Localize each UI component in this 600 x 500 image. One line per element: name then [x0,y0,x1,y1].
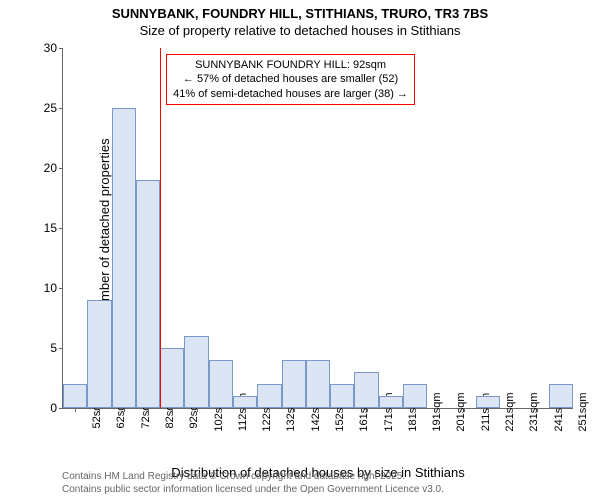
x-tick-label: 251sqm [561,392,589,431]
y-tick-mark [59,48,63,49]
histogram-bar [87,300,111,408]
chart-title: SUNNYBANK, FOUNDRY HILL, STITHIANS, TRUR… [0,0,600,23]
y-tick-mark [59,288,63,289]
y-tick-mark [59,228,63,229]
annotation-line: SUNNYBANK FOUNDRY HILL: 92sqm [173,58,408,72]
y-tick-mark [59,168,63,169]
y-tick-label: 30 [44,41,57,55]
y-tick-mark [59,408,63,409]
reference-line [160,48,161,408]
footer-line2: Contains public sector information licen… [62,483,444,496]
y-axis-label: Number of detached properties [97,138,112,317]
y-tick-label: 0 [50,401,57,415]
y-tick-label: 10 [44,281,57,295]
y-tick-mark [59,348,63,349]
annotation-line: ← 57% of detached houses are smaller (52… [173,72,408,86]
chart-subtitle: Size of property relative to detached ho… [0,23,600,40]
y-tick-label: 20 [44,161,57,175]
footer-attribution: Contains HM Land Registry data © Crown c… [62,470,444,496]
footer-line1: Contains HM Land Registry data © Crown c… [62,470,444,483]
y-tick-label: 15 [44,221,57,235]
histogram-bar [136,180,160,408]
annotation-line: 41% of semi-detached houses are larger (… [173,87,408,101]
y-tick-mark [59,108,63,109]
histogram-bar [112,108,136,408]
y-tick-label: 25 [44,101,57,115]
annotation-box: SUNNYBANK FOUNDRY HILL: 92sqm← 57% of de… [166,54,415,105]
y-tick-label: 5 [50,341,57,355]
chart-plot-area: Number of detached properties Distributi… [62,48,573,409]
